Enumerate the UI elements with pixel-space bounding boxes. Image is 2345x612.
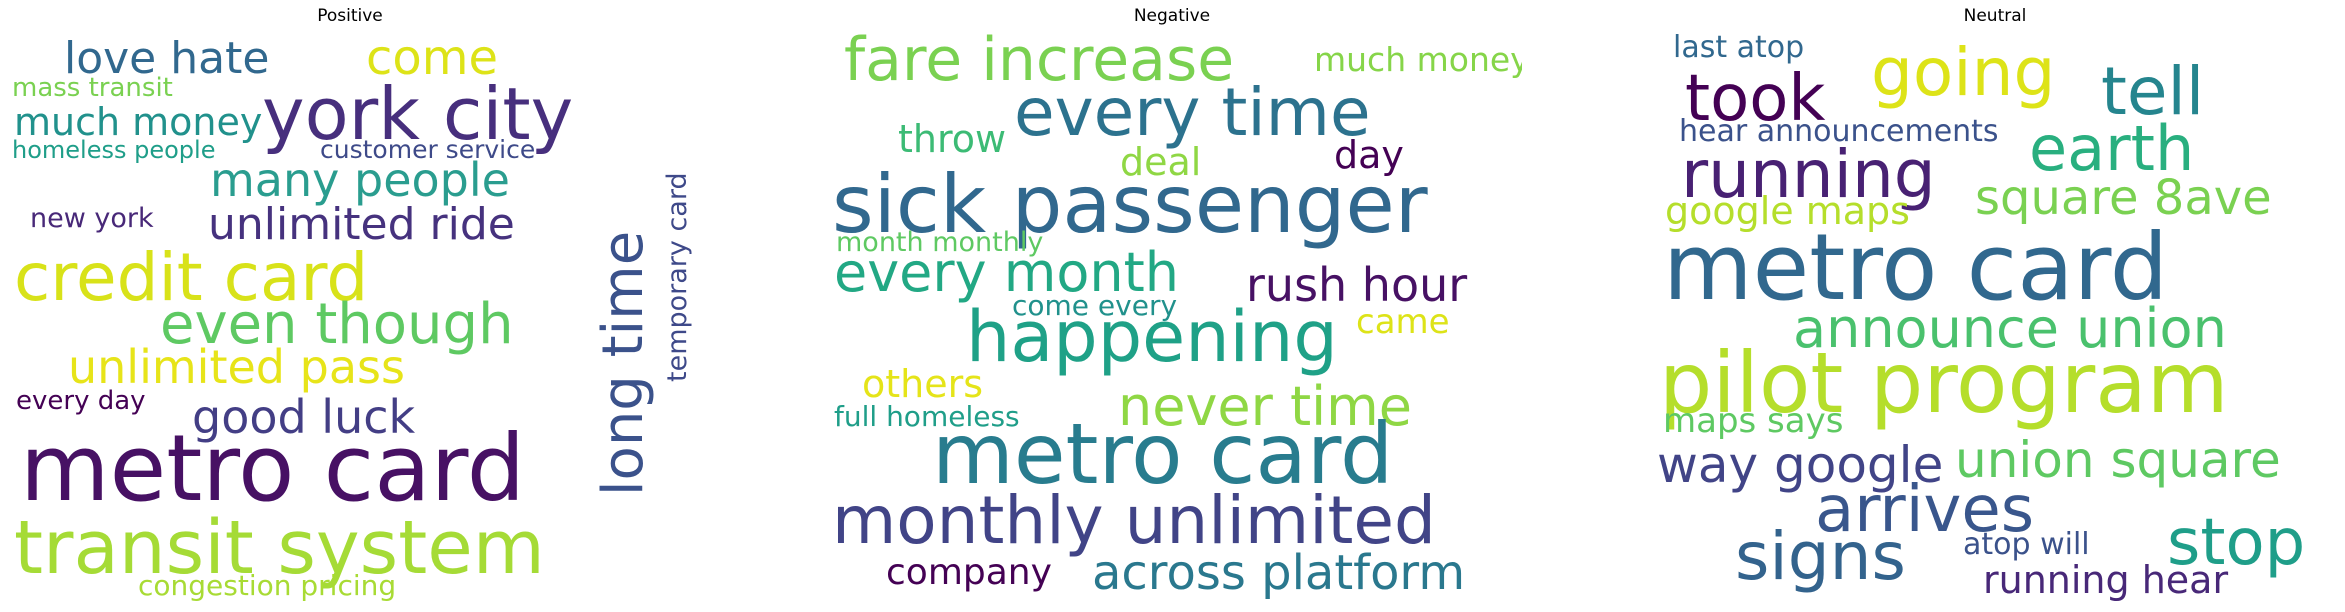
cloud-word: month monthly	[836, 227, 1044, 258]
cloud-word: signs	[1735, 518, 1906, 595]
cloud-word: congestion pricing	[138, 569, 397, 602]
cloud-word: transit system	[14, 505, 545, 591]
cloud-word: came	[1356, 302, 1450, 342]
cloud-word: customer service	[320, 135, 536, 164]
cloud-word: monthly unlimited	[832, 482, 1436, 559]
cloud-word: many people	[210, 153, 510, 207]
cloud-word: credit card	[14, 239, 369, 316]
cloud-word: deal	[1120, 140, 1202, 184]
cloud-word: even though	[160, 292, 514, 357]
cloud-word: square 8ave	[1975, 170, 2272, 226]
cloud-word: google maps	[1665, 189, 1910, 233]
cloud-word: come every	[1012, 289, 1178, 322]
cloud-word: day	[1334, 133, 1404, 177]
cloud-word: metro card	[932, 405, 1394, 503]
cloud-word: maps says	[1663, 401, 1844, 441]
cloud-word: earth	[2029, 112, 2195, 185]
cloud-word: temporary card	[662, 172, 693, 382]
cloud-word: full homeless	[834, 400, 1020, 433]
cloud-word: metro card	[1663, 214, 2169, 321]
cloud-word: love hate	[64, 33, 270, 84]
cloud-word: way google	[1657, 436, 1944, 494]
cloud-word: atop will	[1963, 527, 2090, 562]
cloud-word: hear announcements	[1679, 114, 1999, 149]
panel-title: Negative	[1133, 6, 1211, 26]
cloud-word: going	[1871, 34, 2056, 111]
word-cloud: fare increase much money every time thro…	[822, 0, 1522, 612]
panel-title: Neutral	[1963, 6, 2027, 26]
cloud-word: running	[1681, 136, 1936, 213]
cloud-word: come	[366, 30, 499, 86]
cloud-word: every month	[834, 241, 1179, 304]
cloud-word: others	[862, 362, 984, 406]
cloud-word: last atop	[1673, 30, 1805, 65]
cloud-word: unlimited ride	[208, 199, 515, 250]
cloud-word: company	[886, 552, 1052, 593]
cloud-word: new york	[30, 203, 154, 234]
cloud-word: happening	[966, 296, 1338, 378]
cloud-word: every day	[16, 386, 146, 416]
cloud-word: every time	[1014, 74, 1371, 151]
panel-title: Positive	[317, 6, 383, 26]
cloud-word: much money	[1314, 40, 1522, 79]
cloud-word: running hear	[1983, 558, 2229, 602]
wordcloud-panel-neutral: Neutral last atop going tell took hear a…	[1645, 0, 2345, 612]
cloud-word: fare increase	[844, 25, 1235, 95]
cloud-word: much money	[14, 100, 263, 144]
cloud-word: across platform	[1092, 545, 1466, 601]
cloud-word: throw	[898, 117, 1007, 161]
cloud-word: mass transit	[12, 73, 173, 103]
cloud-word: tell	[2101, 53, 2205, 130]
cloud-word: union square	[1955, 431, 2281, 489]
word-cloud: last atop going tell took hear announcem…	[1645, 0, 2345, 612]
cloud-word: good luck	[192, 390, 416, 444]
cloud-word: rush hour	[1246, 258, 1468, 312]
wordcloud-panel-negative: Negative fare increase much money every …	[822, 0, 1522, 612]
cloud-word: unlimited pass	[68, 340, 405, 394]
cloud-word: york city	[262, 72, 574, 156]
cloud-word: took	[1685, 62, 1826, 136]
cloud-word: arrives	[1815, 473, 2035, 547]
cloud-word: sick passenger	[832, 158, 1428, 251]
cloud-word: long time	[591, 230, 656, 496]
cloud-word: announce union	[1793, 297, 2227, 360]
cloud-word: metro card	[20, 415, 526, 522]
cloud-word: never time	[1118, 375, 1412, 438]
cloud-word: stop	[2167, 506, 2306, 580]
cloud-word: pilot program	[1659, 334, 2229, 432]
wordcloud-panel-positive: Positive love hate come mass transit yor…	[0, 0, 700, 612]
word-cloud: love hate come mass transit york city mu…	[0, 0, 700, 612]
cloud-word: homeless people	[12, 136, 216, 164]
